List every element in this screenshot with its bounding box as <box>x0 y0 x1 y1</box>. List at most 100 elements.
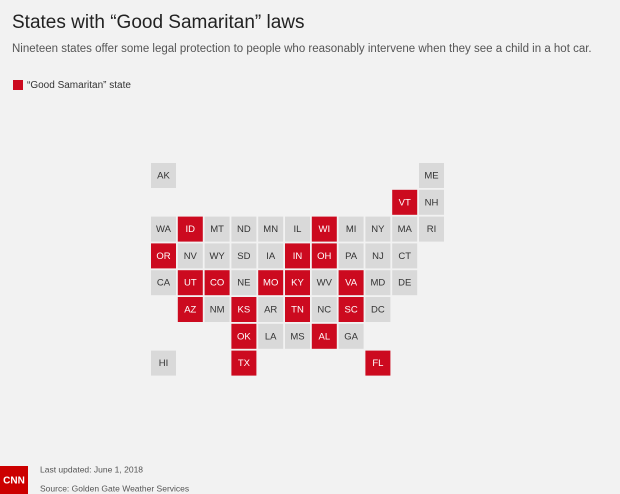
state-tile <box>338 323 364 349</box>
state-tile <box>285 270 310 296</box>
state-tile <box>204 243 230 269</box>
state-label: OR <box>156 251 170 262</box>
state-tile <box>231 350 257 376</box>
state-label: LA <box>265 331 277 342</box>
state-tile <box>258 270 284 296</box>
state-label: WY <box>209 251 225 262</box>
state-label: IN <box>293 251 303 262</box>
state-label: WV <box>317 278 333 289</box>
state-tile <box>151 350 176 376</box>
state-label: MO <box>263 278 278 289</box>
state-tile <box>204 270 230 296</box>
state-label: MA <box>398 224 413 235</box>
state-label: NY <box>371 224 385 235</box>
state-label: DC <box>371 305 385 316</box>
legend-swatch <box>13 80 23 90</box>
state-tile <box>338 297 364 322</box>
state-label: KS <box>238 305 251 316</box>
state-label: KY <box>291 278 304 289</box>
state-label: UT <box>184 278 197 289</box>
state-label: MI <box>346 224 357 235</box>
state-label: SD <box>237 251 250 262</box>
state-label: MN <box>263 224 278 235</box>
state-label: MS <box>290 331 304 342</box>
state-tile <box>285 323 310 349</box>
state-label: WA <box>156 224 172 235</box>
state-tile <box>231 243 257 269</box>
state-tile <box>285 243 310 269</box>
state-tile <box>285 297 310 322</box>
state-tile <box>365 350 391 376</box>
state-tile <box>365 270 391 296</box>
state-label: CA <box>157 278 171 289</box>
state-tile <box>231 216 257 242</box>
state-label: MD <box>371 278 386 289</box>
logo: CNN <box>3 476 25 487</box>
state-label: WI <box>318 224 330 235</box>
state-tile <box>151 243 176 269</box>
state-tile <box>231 270 257 296</box>
state-tile <box>177 216 203 242</box>
state-tile <box>419 189 444 215</box>
state-tile <box>419 163 444 188</box>
state-tile <box>419 216 444 242</box>
state-tile <box>392 189 418 215</box>
state-tile <box>177 297 203 322</box>
state-label: DE <box>398 278 411 289</box>
state-label: CO <box>210 278 224 289</box>
state-tile <box>231 323 257 349</box>
state-tile <box>338 216 364 242</box>
state-label: TN <box>291 305 304 316</box>
title: States with “Good Samaritan” laws <box>12 12 305 33</box>
state-tile <box>365 216 391 242</box>
state-tile <box>258 216 284 242</box>
state-label: GA <box>344 331 358 342</box>
state-label: RI <box>427 224 437 235</box>
state-label: IA <box>266 251 276 262</box>
state-tile <box>177 270 203 296</box>
state-tile <box>311 216 337 242</box>
state-tile <box>392 243 418 269</box>
state-tile <box>338 270 364 296</box>
state-label: NC <box>317 305 331 316</box>
state-tile <box>285 216 310 242</box>
state-tile <box>311 243 337 269</box>
state-tile <box>231 297 257 322</box>
state-label: AZ <box>184 305 196 316</box>
state-label: IL <box>294 224 302 235</box>
state-label: ND <box>237 224 251 235</box>
legend-label: “Good Samaritan” state <box>27 80 131 91</box>
state-label: NV <box>184 251 198 262</box>
source: Source: Golden Gate Weather Services <box>40 483 189 493</box>
state-tile <box>392 270 418 296</box>
state-tile <box>311 323 337 349</box>
state-tile <box>365 243 391 269</box>
state-tile <box>151 163 176 188</box>
state-label: NM <box>210 305 225 316</box>
state-label: NE <box>237 278 250 289</box>
state-label: MT <box>210 224 224 235</box>
state-label: OK <box>237 331 251 342</box>
logo-box <box>0 466 28 494</box>
state-tile <box>151 216 176 242</box>
state-tile <box>311 270 337 296</box>
state-tile <box>258 243 284 269</box>
state-label: TX <box>238 358 251 369</box>
state-label: AR <box>264 305 277 316</box>
state-tile <box>204 297 230 322</box>
state-label: ID <box>186 224 196 235</box>
state-tile <box>338 243 364 269</box>
state-label: ME <box>424 171 438 182</box>
state-label: AK <box>157 171 170 182</box>
state-label: VA <box>345 278 358 289</box>
subtitle: Nineteen states offer some legal protect… <box>12 43 592 55</box>
state-label: HI <box>159 358 169 369</box>
state-label: SC <box>344 305 357 316</box>
state-tile <box>177 243 203 269</box>
state-tile <box>151 270 176 296</box>
state-label: OH <box>317 251 331 262</box>
state-tile <box>392 216 418 242</box>
state-tile <box>204 216 230 242</box>
state-tile <box>365 297 391 322</box>
